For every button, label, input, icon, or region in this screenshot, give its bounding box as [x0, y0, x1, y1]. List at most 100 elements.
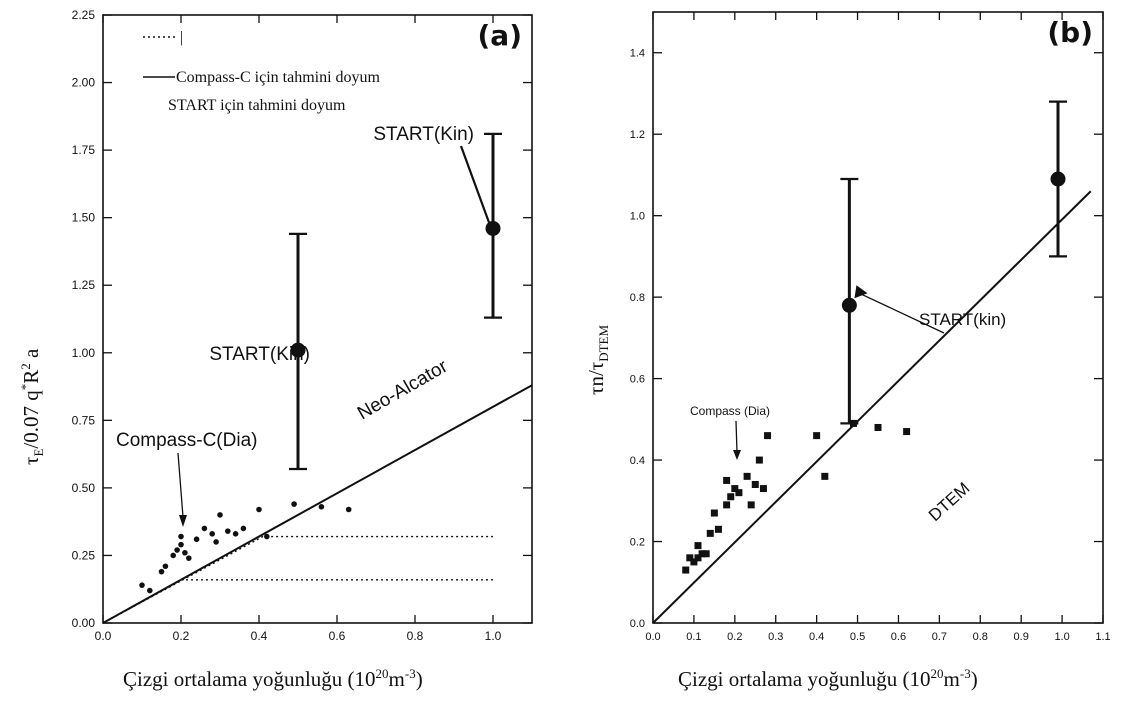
panel-b-panel-label: (b) [1047, 16, 1093, 49]
panel-b-compass-point [723, 501, 731, 509]
panel-a-x-tick-label: 0.0 [95, 629, 112, 643]
panel-a-compass-point [209, 531, 215, 537]
panel-b-y-axis-label: τn/τDTEM [584, 324, 612, 395]
panel-b-start-point [1050, 171, 1066, 187]
panel-b-x-tick-label: 0.5 [850, 631, 865, 643]
panel-a-y-tick-label: 2.25 [72, 8, 96, 22]
panel-b-y-tick-label: 1.2 [630, 129, 645, 141]
panel-b-x-tick-label: 0.7 [932, 631, 947, 643]
panel-b-annotation-arrowhead-start [854, 285, 868, 299]
panel-a-compass-point [240, 525, 247, 532]
panel-a-y-tick-label: 2.00 [72, 76, 96, 90]
panel-b-compass-point [682, 566, 690, 574]
panel-a-legend-label: | [180, 29, 183, 46]
panel-b-compass-point [710, 509, 718, 517]
panel-a-compass-point [162, 563, 169, 570]
panel-a-compass-point [217, 512, 223, 518]
panel-a-panel-label: (a) [478, 19, 523, 52]
panel-b-y-tick-label: 0.2 [630, 537, 645, 549]
panel-b-x-tick-label: 0.6 [891, 631, 906, 643]
panel-b-compass-point [702, 550, 710, 558]
panel-a-legend-label: Compass-C için tahmini doyum [176, 69, 381, 86]
panel-a-x-tick-label: 0.6 [329, 629, 346, 643]
panel-b-annotation-dtem: DTEM [925, 479, 974, 525]
panel-a-line-neo-alcator [102, 384, 533, 624]
panel-a-annotation-arrow-compass [177, 452, 184, 518]
panel-b-compass-point [694, 554, 702, 562]
panel-b-compass-point [813, 432, 821, 440]
panel-b-y-tick-label: 1.4 [630, 48, 645, 60]
panel-a-compass-point [147, 587, 153, 594]
panel-a-compass-point [158, 568, 165, 575]
panel-a-compass-point [291, 501, 297, 507]
panel-a-y-tick-label: 0.00 [72, 616, 96, 630]
panel-b-compass-point [694, 542, 702, 550]
panel-b-y-tick-label: 0.4 [630, 455, 645, 467]
panel-b-x-tick-label: 1.0 [1054, 631, 1069, 643]
panel-a-compass-point [178, 533, 184, 540]
panel-a-compass-point [213, 539, 219, 545]
panel-a-x-tick-label: 0.2 [173, 629, 190, 643]
panel-a-start-point [485, 220, 501, 236]
panel-b-x-tick-label: 0.9 [1014, 631, 1029, 643]
panel-a-start-point [290, 342, 306, 358]
panel-a-y-tick-label: 1.00 [72, 346, 96, 360]
panel-a-compass-point [174, 547, 180, 553]
panel-a-annotation-arrowhead-compass [179, 515, 187, 527]
panel-b-annotation-arrow-compass [735, 420, 738, 453]
panel-a-compass-point [345, 506, 352, 513]
panel-a-annotation-arrow-start [459, 145, 491, 223]
panel-a-x-tick-label: 1.0 [485, 629, 502, 643]
panel-a-y-tick-label: 1.25 [72, 278, 96, 292]
panel-a-compass-point [182, 549, 188, 556]
panel-a-compass-point [225, 528, 231, 534]
panel-a-y-tick-label: 0.25 [72, 548, 96, 562]
panel-b-x-tick-label: 0.8 [973, 631, 988, 643]
panel-a-x-tick-label: 0.8 [407, 629, 424, 643]
panel-b-compass-point [755, 456, 763, 464]
panel-a-compass-point [256, 506, 262, 513]
panel-a-x-tick-label: 0.4 [251, 629, 268, 643]
panel-b-start-point [841, 297, 857, 313]
panel-b-compass-point [764, 432, 772, 440]
panel-b-compass-point [735, 489, 743, 497]
panel-b-annotation-start: START(kin) [919, 310, 1006, 329]
panel-b-annotation-arrowhead-compass [733, 450, 741, 460]
panel-a-compass-point [193, 536, 200, 543]
panel-b-compass-point [903, 428, 911, 436]
panel-a-chart: 0.0 0.2 0.4 0.6 0.8 1.0 0.00 0.25 0.50 0.75 1.00 1.… [72, 8, 533, 643]
panel-b-x-tick-label: 0.2 [727, 631, 742, 643]
panel-b-annotation-compass: Compass (Dia) [690, 404, 770, 418]
panel-a-y-tick-label: 1.50 [72, 211, 96, 225]
panel-b-annotation-arrow-start [859, 292, 945, 334]
panel-a-compass-point [232, 531, 239, 537]
panel-b-compass-point [747, 501, 755, 509]
panel-b-compass-point [686, 554, 694, 562]
panel-b-chart: 0.0 0.1 0.2 0.3 0.4 0.5 0.6 0.7 0.8 0.9 1.0 1.1 0.0 0… [630, 11, 1111, 643]
panel-a-y-tick-label: 0.50 [72, 481, 96, 495]
panel-a-compass-point [264, 533, 270, 540]
panel-b-compass-point [821, 472, 829, 480]
panel-b-compass-point [706, 529, 714, 537]
panel-b-compass-point [743, 472, 751, 480]
panel-b-compass-point [751, 481, 759, 489]
panel-a-y-tick-label: 1.75 [72, 143, 96, 157]
panel-a-plot-frame [102, 14, 533, 624]
panel-b-compass-point [759, 485, 767, 493]
panel-b-x-tick-label: 1.1 [1095, 631, 1110, 643]
panel-b-x-tick-label: 0.4 [809, 631, 824, 643]
panel-b-y-tick-label: 0.0 [630, 618, 645, 630]
panel-b-y-tick-label: 1.0 [630, 211, 645, 223]
panel-a-annotation-compass: Compass-C(Dia) [116, 430, 257, 451]
panel-a-legend-label: START için tahmini doyum [168, 97, 346, 114]
panel-a-y-tick-label: 0.75 [72, 413, 96, 427]
panel-b-x-tick-label: 0.1 [686, 631, 701, 643]
panel-a-compass-point [201, 525, 208, 532]
panel-a-compass-point [318, 504, 325, 510]
panel-a-annotation-neo-alcator: Neo-Alcator [354, 356, 452, 425]
panel-b-compass-point [731, 485, 739, 493]
panel-a-annotation-start-upper: START(Kin) [373, 124, 474, 145]
panel-b-compass-point [874, 423, 882, 431]
panel-a-compass-point [139, 582, 145, 588]
